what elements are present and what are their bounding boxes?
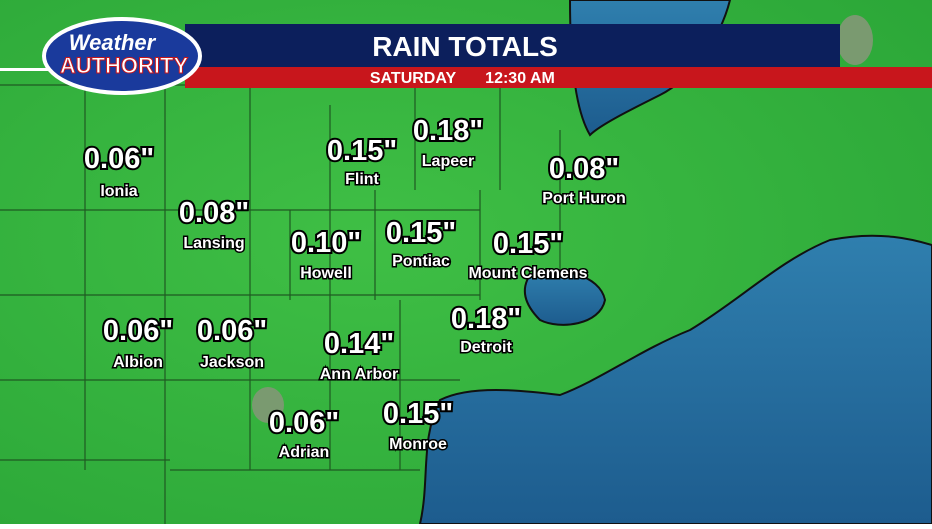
city-name: Port Huron bbox=[542, 190, 626, 207]
city-name: Flint bbox=[345, 171, 379, 188]
header: RAIN TOTALS SATURDAY 12:30 AM Weather AU… bbox=[0, 17, 932, 95]
rain-total: 0.18" bbox=[451, 303, 521, 335]
rain-total: 0.10" bbox=[291, 227, 361, 259]
logo bbox=[42, 17, 202, 95]
city-name: Detroit bbox=[460, 339, 512, 356]
rain-total: 0.06" bbox=[84, 143, 154, 175]
city-name: Lapeer bbox=[422, 153, 474, 170]
city-name: Lansing bbox=[183, 235, 244, 252]
rain-total: 0.06" bbox=[269, 407, 339, 439]
time: 12:30 AM bbox=[485, 70, 555, 87]
title: RAIN TOTALS bbox=[372, 31, 558, 62]
rain-total: 0.06" bbox=[103, 315, 173, 347]
rain-total: 0.15" bbox=[383, 398, 453, 430]
rain-total: 0.08" bbox=[179, 197, 249, 229]
city-name: Jackson bbox=[200, 354, 264, 371]
title-bar bbox=[185, 24, 840, 67]
subtitle-bar bbox=[185, 67, 932, 88]
rain-total: 0.08" bbox=[549, 153, 619, 185]
rain-total: 0.06" bbox=[197, 315, 267, 347]
city-name: Albion bbox=[113, 354, 163, 371]
city-name: Adrian bbox=[279, 444, 330, 461]
day: SATURDAY bbox=[370, 70, 457, 87]
rain-total: 0.15" bbox=[327, 135, 397, 167]
rain-total: 0.18" bbox=[413, 115, 483, 147]
logo-top: Weather bbox=[69, 30, 157, 55]
rain-total: 0.15" bbox=[493, 228, 563, 260]
city-name: Mount Clemens bbox=[468, 265, 587, 282]
city-name: Ann Arbor bbox=[320, 366, 399, 383]
city-name: Pontiac bbox=[392, 253, 450, 270]
rain-total: 0.15" bbox=[386, 217, 456, 249]
rain-total: 0.14" bbox=[324, 328, 394, 360]
city-name: Monroe bbox=[389, 436, 447, 453]
city-name: Ionia bbox=[100, 183, 137, 200]
shaded-area bbox=[837, 15, 873, 65]
city-labels: 0.06" Ionia 0.08" Lansing 0.15" Flint 0.18" Lap… bbox=[82, 113, 627, 463]
shaded-area bbox=[252, 387, 284, 423]
city-name: Howell bbox=[300, 265, 352, 282]
logo-bottom: AUTHORITY bbox=[60, 53, 189, 78]
